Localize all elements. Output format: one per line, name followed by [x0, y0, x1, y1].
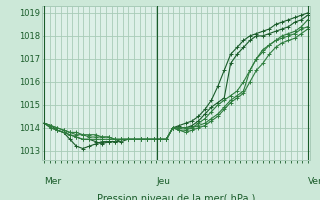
Text: Jeu: Jeu [157, 177, 171, 186]
Text: Ven: Ven [308, 177, 320, 186]
Text: Pression niveau de la mer( hPa ): Pression niveau de la mer( hPa ) [97, 194, 255, 200]
Text: Mer: Mer [44, 177, 61, 186]
